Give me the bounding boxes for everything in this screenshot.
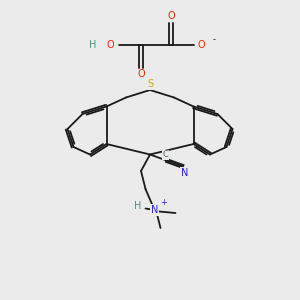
Text: N: N (181, 167, 188, 178)
Text: C: C (163, 150, 169, 159)
Text: H: H (89, 40, 97, 50)
Text: O: O (197, 40, 205, 50)
Text: +: + (160, 198, 167, 207)
Text: O: O (137, 69, 145, 80)
Text: N: N (151, 205, 158, 215)
Text: S: S (147, 79, 153, 89)
Text: O: O (167, 11, 175, 21)
Text: H: H (134, 201, 142, 212)
Text: O: O (106, 40, 114, 50)
Text: -: - (213, 35, 216, 44)
